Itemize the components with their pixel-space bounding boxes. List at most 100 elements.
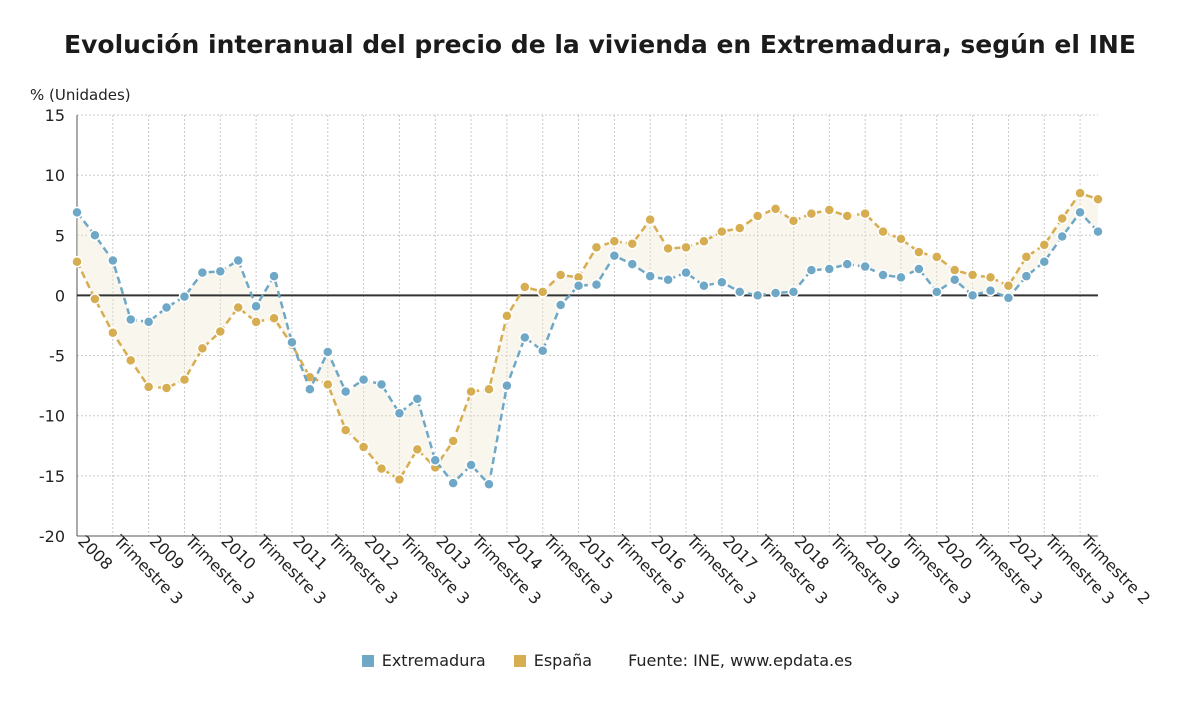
data-point-espana <box>698 235 710 248</box>
data-point-espana <box>71 255 83 268</box>
data-point-extremadura <box>1056 230 1068 243</box>
data-point-extremadura <box>590 278 603 291</box>
data-point-extremadura <box>716 276 728 288</box>
legend: Extremadura España Fuente: INE, www.epda… <box>0 651 1200 670</box>
data-point-extremadura <box>339 385 352 398</box>
data-point-extremadura <box>214 265 227 278</box>
data-point-espana <box>1038 239 1051 251</box>
data-point-extremadura <box>357 373 370 386</box>
data-point-espana <box>608 235 621 248</box>
series-line-espana <box>75 191 1099 482</box>
data-point-espana <box>375 462 388 475</box>
data-point-espana <box>931 251 943 263</box>
data-point-extremadura <box>429 454 441 466</box>
y-tick-label: 0 <box>55 286 65 305</box>
data-point-extremadura <box>769 287 782 299</box>
data-point-espana <box>411 443 424 456</box>
data-point-espana <box>1020 251 1033 263</box>
data-point-extremadura <box>966 289 979 302</box>
data-point-extremadura <box>71 206 83 219</box>
y-axis-unit-label: % (Unidades) <box>30 86 131 104</box>
data-point-extremadura <box>124 313 137 326</box>
data-point-espana <box>178 373 191 386</box>
data-point-espana <box>1074 187 1086 199</box>
data-point-espana <box>877 225 889 238</box>
data-point-espana <box>805 207 818 220</box>
data-point-extremadura <box>948 274 961 286</box>
data-point-espana <box>841 210 853 222</box>
data-point-extremadura <box>465 459 477 471</box>
data-point-extremadura <box>751 289 764 302</box>
data-point-espana <box>662 242 674 255</box>
source-note: Fuente: INE, www.epdata.es <box>628 651 853 670</box>
data-point-extremadura <box>501 379 513 392</box>
data-point-espana <box>716 225 728 238</box>
data-point-espana <box>626 237 639 250</box>
data-point-espana <box>554 269 567 281</box>
data-point-espana <box>142 381 155 393</box>
data-point-extremadura <box>877 269 889 281</box>
data-point-espana <box>1056 212 1068 225</box>
data-point-espana <box>895 233 907 245</box>
data-point-espana <box>214 325 227 338</box>
x-tick-label: 2008 <box>74 531 116 573</box>
data-point-espana <box>339 424 352 436</box>
data-point-extremadura <box>626 258 639 270</box>
data-point-extremadura <box>411 393 424 405</box>
legend-item-espana[interactable]: España <box>513 651 592 670</box>
y-tick-label: 10 <box>45 166 65 185</box>
data-point-extremadura <box>447 477 459 489</box>
data-point-espana <box>1002 280 1015 292</box>
data-point-espana <box>393 473 406 486</box>
y-tick-label: -5 <box>49 347 65 366</box>
data-point-extremadura <box>268 270 280 282</box>
data-point-extremadura <box>698 280 710 292</box>
data-point-espana <box>751 210 764 222</box>
data-point-espana <box>124 354 137 367</box>
y-tick-label: -15 <box>39 467 65 486</box>
data-point-extremadura <box>160 301 173 314</box>
data-point-extremadura <box>895 271 907 284</box>
series-line-extremadura <box>76 210 1099 487</box>
data-point-espana <box>948 264 961 276</box>
data-point-espana <box>913 246 925 258</box>
data-point-espana <box>107 326 119 339</box>
y-tick-label: -10 <box>39 407 65 426</box>
data-point-extremadura <box>680 266 692 279</box>
data-point-espana <box>1092 193 1104 205</box>
data-point-espana <box>447 435 459 447</box>
data-point-extremadura <box>483 478 495 491</box>
data-point-espana <box>250 316 262 328</box>
data-point-espana <box>501 310 513 322</box>
data-point-espana <box>734 222 746 234</box>
data-point-extremadura <box>1092 225 1104 238</box>
data-point-espana <box>196 342 209 355</box>
data-point-espana <box>483 383 495 396</box>
data-point-espana <box>322 378 334 391</box>
data-point-extremadura <box>107 254 119 267</box>
data-point-extremadura <box>608 249 621 262</box>
legend-swatch-espana <box>513 654 526 667</box>
data-point-extremadura <box>250 300 262 313</box>
data-point-espana <box>268 312 280 325</box>
data-point-extremadura <box>662 274 674 286</box>
data-point-espana <box>89 293 101 305</box>
data-point-extremadura <box>859 260 871 273</box>
data-point-extremadura <box>823 263 836 275</box>
y-tick-label: 5 <box>55 226 65 245</box>
data-point-extremadura <box>304 383 316 396</box>
band-between-series <box>77 193 1098 485</box>
data-point-espana <box>644 213 656 226</box>
data-point-extremadura <box>286 336 298 349</box>
data-point-espana <box>680 241 692 254</box>
legend-swatch-extremadura <box>361 654 374 667</box>
data-point-espana <box>536 286 549 298</box>
data-point-espana <box>465 385 477 398</box>
data-point-extremadura <box>931 286 943 298</box>
data-point-extremadura <box>554 299 567 311</box>
data-point-extremadura <box>1074 206 1086 219</box>
data-point-extremadura <box>196 266 209 279</box>
legend-item-extremadura[interactable]: Extremadura <box>361 651 486 670</box>
data-point-espana <box>823 204 836 216</box>
